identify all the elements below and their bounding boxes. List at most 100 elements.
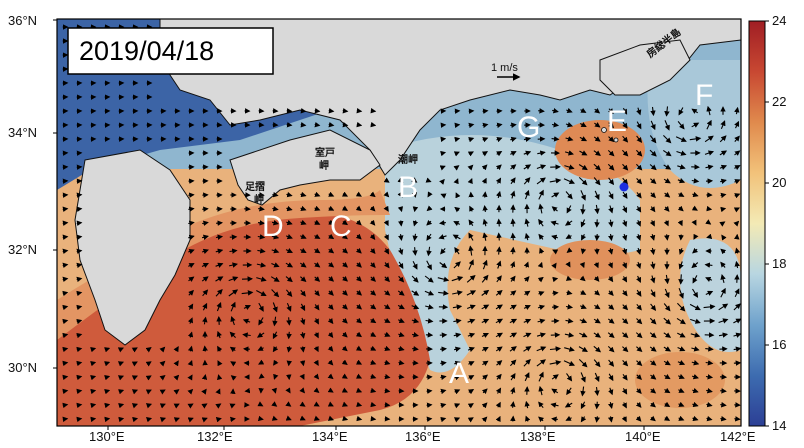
lon-tick-130: 130°E: [89, 429, 125, 444]
current-arrow: [734, 247, 741, 254]
current-arrow: [411, 275, 419, 283]
current-arrow: [622, 360, 629, 367]
current-arrow: [564, 346, 575, 352]
current-arrow: [706, 119, 712, 130]
current-arrow: [607, 416, 614, 423]
current-arrow: [201, 248, 209, 255]
current-arrow: [426, 260, 432, 271]
current-arrow: [257, 220, 266, 226]
current-arrow: [566, 107, 573, 114]
current-arrow: [426, 233, 432, 241]
current-arrow: [187, 331, 194, 338]
current-arrow: [482, 360, 489, 367]
current-arrow: [76, 276, 83, 283]
current-arrow: [342, 247, 349, 254]
current-arrow: [579, 150, 588, 156]
current-arrow: [202, 220, 209, 226]
current-arrow: [495, 318, 504, 324]
lon-tick-142: 142°E: [720, 429, 756, 444]
current-arrow: [440, 402, 447, 409]
current-arrow: [663, 360, 671, 366]
current-arrow: [523, 318, 532, 324]
current-arrow: [230, 416, 236, 423]
current-arrow: [481, 318, 490, 324]
current-arrow: [173, 403, 180, 409]
current-arrow: [663, 303, 671, 312]
current-arrow: [454, 122, 461, 129]
current-arrow: [693, 233, 699, 240]
current-arrow: [621, 248, 628, 255]
current-arrow: [285, 233, 293, 240]
current-arrow: [523, 177, 531, 185]
current-arrow: [286, 122, 293, 128]
current-arrow: [314, 233, 321, 239]
current-arrow: [565, 121, 574, 128]
current-arrow: [608, 108, 614, 115]
current-arrow: [580, 386, 586, 397]
current-arrow: [314, 276, 321, 282]
current-arrow: [608, 219, 614, 228]
current-arrow: [495, 387, 502, 394]
current-arrow: [636, 289, 642, 297]
current-arrow: [117, 347, 125, 353]
current-arrow: [677, 205, 684, 212]
current-arrow: [412, 247, 418, 256]
current-arrow: [453, 417, 461, 423]
current-arrow: [719, 150, 728, 156]
current-arrow: [538, 385, 544, 396]
current-arrow: [664, 120, 670, 131]
current-arrow: [718, 332, 729, 338]
current-arrow: [201, 263, 209, 268]
current-arrow: [481, 151, 489, 157]
current-arrow: [145, 403, 153, 409]
current-arrow: [90, 346, 97, 353]
current-arrow: [341, 317, 348, 324]
current-arrow: [454, 246, 460, 255]
lon-tick-132: 132°E: [197, 429, 233, 444]
current-arrow: [215, 276, 224, 282]
current-arrow: [622, 332, 629, 339]
current-arrow: [718, 318, 729, 324]
current-arrow: [678, 415, 685, 421]
current-arrow: [256, 290, 267, 297]
current-arrow: [705, 290, 714, 296]
current-arrow: [285, 248, 293, 254]
current-arrow: [691, 178, 700, 184]
current-arrow: [258, 359, 265, 365]
current-arrow: [384, 402, 391, 408]
current-arrow: [370, 373, 377, 379]
current-arrow: [523, 276, 530, 283]
current-arrow: [397, 304, 405, 310]
current-arrow: [314, 261, 321, 268]
current-arrow: [271, 401, 278, 407]
current-arrow: [356, 121, 363, 128]
current-arrow: [412, 206, 419, 213]
current-arrow: [257, 415, 264, 422]
colorbar-tick-18: 18: [772, 256, 786, 271]
warm-patch-se: [635, 352, 725, 408]
current-arrow: [355, 359, 363, 365]
current-arrow: [411, 318, 420, 324]
current-arrow: [286, 191, 293, 198]
current-arrow: [355, 373, 363, 379]
current-arrow: [523, 136, 532, 142]
current-arrow: [411, 177, 418, 183]
current-arrow: [481, 333, 489, 338]
current-arrow: [720, 402, 727, 408]
current-arrow: [691, 373, 699, 380]
lat-tick-30: 30°N: [8, 360, 37, 375]
current-arrow: [594, 372, 600, 383]
current-arrow: [691, 360, 700, 366]
current-arrow: [495, 401, 501, 408]
current-arrow: [342, 415, 349, 422]
current-arrow: [369, 248, 376, 255]
current-arrow: [635, 247, 642, 255]
current-arrow: [370, 107, 377, 114]
current-arrow: [664, 192, 671, 198]
current-arrow: [188, 220, 195, 227]
current-arrow: [621, 276, 628, 283]
current-arrow: [427, 191, 433, 198]
current-arrow: [663, 164, 672, 170]
current-arrow: [215, 288, 223, 297]
